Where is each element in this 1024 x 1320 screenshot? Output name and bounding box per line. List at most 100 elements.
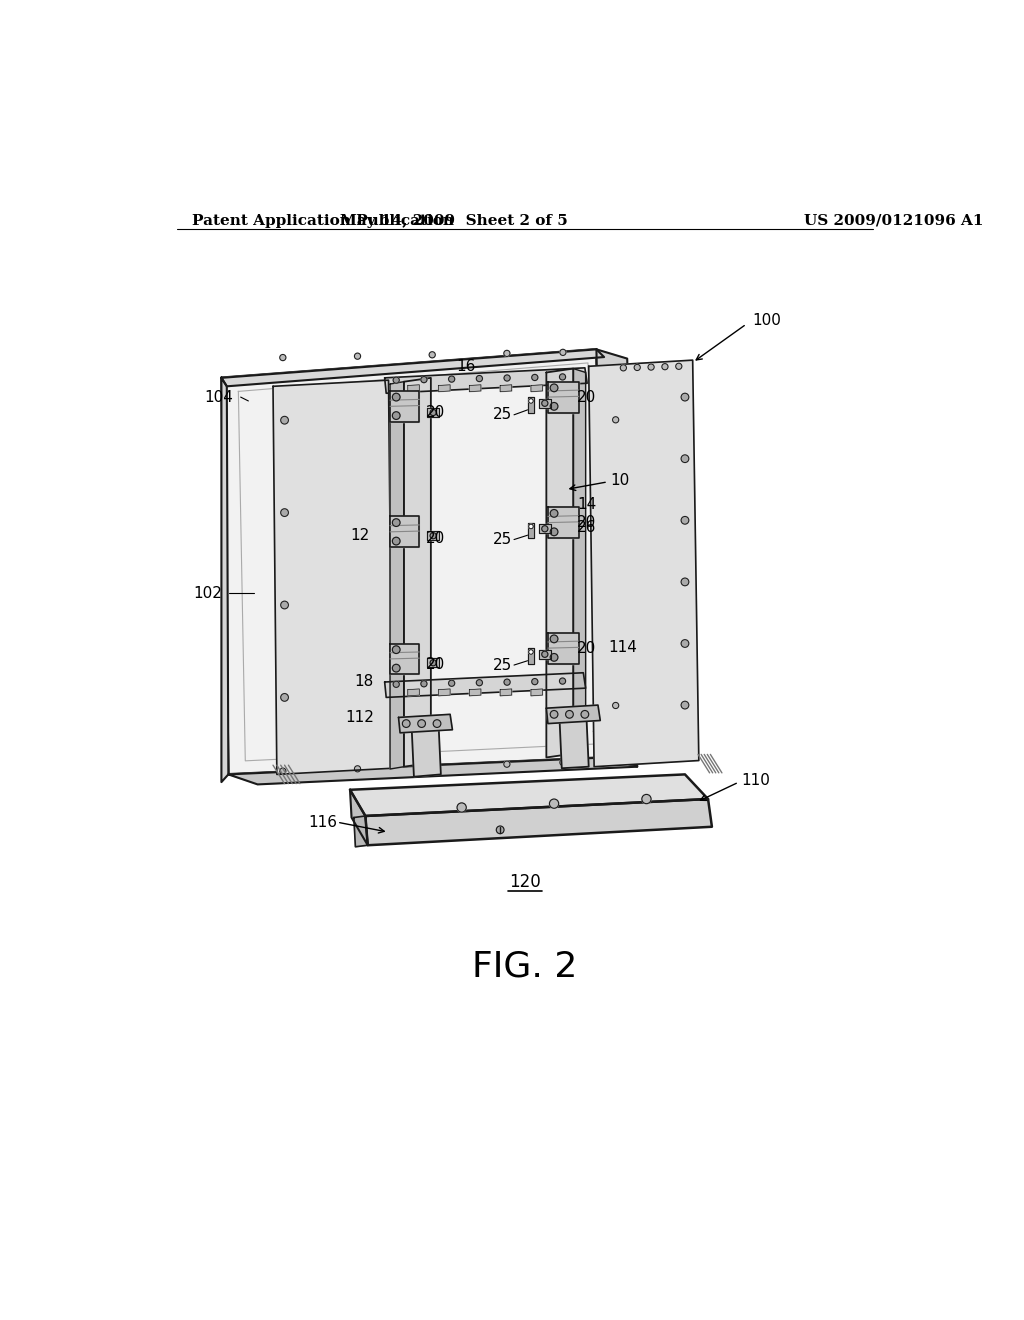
Text: May 14, 2009  Sheet 2 of 5: May 14, 2009 Sheet 2 of 5 <box>340 214 568 228</box>
Circle shape <box>476 680 482 686</box>
Polygon shape <box>469 689 481 696</box>
Text: 116: 116 <box>308 814 337 830</box>
Circle shape <box>281 601 289 609</box>
Text: 16: 16 <box>456 359 475 374</box>
Polygon shape <box>539 649 551 659</box>
Circle shape <box>402 719 410 727</box>
Circle shape <box>430 660 436 665</box>
Text: 20: 20 <box>578 640 596 656</box>
Circle shape <box>392 537 400 545</box>
Polygon shape <box>354 816 368 847</box>
Text: 110: 110 <box>741 774 770 788</box>
Text: 20: 20 <box>578 515 596 531</box>
Circle shape <box>504 375 510 381</box>
Circle shape <box>354 766 360 772</box>
Circle shape <box>560 759 566 766</box>
Circle shape <box>504 678 510 685</box>
Circle shape <box>433 719 441 727</box>
Polygon shape <box>221 378 228 781</box>
Circle shape <box>662 363 668 370</box>
Circle shape <box>392 645 400 653</box>
Polygon shape <box>500 689 512 696</box>
Circle shape <box>476 375 482 381</box>
Text: 20: 20 <box>425 531 444 545</box>
Polygon shape <box>559 715 589 768</box>
Polygon shape <box>547 368 573 758</box>
Polygon shape <box>350 775 708 816</box>
Circle shape <box>429 351 435 358</box>
Circle shape <box>281 693 289 701</box>
Text: 20: 20 <box>578 389 596 405</box>
Circle shape <box>430 409 436 416</box>
Polygon shape <box>427 531 439 540</box>
Circle shape <box>528 524 534 529</box>
Circle shape <box>392 664 400 672</box>
Circle shape <box>648 364 654 370</box>
Circle shape <box>528 649 534 655</box>
Circle shape <box>681 516 689 524</box>
Circle shape <box>280 768 286 775</box>
Circle shape <box>528 399 534 404</box>
Polygon shape <box>548 381 579 412</box>
Polygon shape <box>273 380 392 775</box>
Circle shape <box>621 364 627 371</box>
Circle shape <box>565 710 573 718</box>
Circle shape <box>392 519 400 527</box>
Circle shape <box>559 374 565 380</box>
Polygon shape <box>390 516 419 548</box>
Circle shape <box>392 393 400 401</box>
Circle shape <box>681 455 689 462</box>
Text: 102: 102 <box>194 586 222 601</box>
Circle shape <box>550 403 558 411</box>
Circle shape <box>581 710 589 718</box>
Circle shape <box>281 508 289 516</box>
Circle shape <box>550 710 558 718</box>
Polygon shape <box>589 360 698 767</box>
Circle shape <box>418 719 425 727</box>
Polygon shape <box>539 524 551 533</box>
Circle shape <box>550 653 558 661</box>
Polygon shape <box>385 368 587 393</box>
Circle shape <box>531 375 538 380</box>
Polygon shape <box>398 714 453 733</box>
Circle shape <box>542 525 548 532</box>
Polygon shape <box>408 385 419 392</box>
Text: 20: 20 <box>425 405 444 420</box>
Polygon shape <box>408 689 419 696</box>
Polygon shape <box>412 725 441 776</box>
Circle shape <box>681 640 689 647</box>
Polygon shape <box>573 368 586 758</box>
Polygon shape <box>531 385 543 392</box>
Polygon shape <box>528 397 535 412</box>
Polygon shape <box>548 507 579 539</box>
Text: 112: 112 <box>345 710 374 725</box>
Circle shape <box>559 678 565 684</box>
Polygon shape <box>427 659 439 668</box>
Text: 26: 26 <box>578 520 597 536</box>
Text: Patent Application Publication: Patent Application Publication <box>193 214 455 228</box>
Text: 114: 114 <box>608 640 637 655</box>
Circle shape <box>504 762 510 767</box>
Circle shape <box>612 702 618 709</box>
Circle shape <box>560 350 566 355</box>
Circle shape <box>681 393 689 401</box>
Polygon shape <box>438 385 451 392</box>
Polygon shape <box>548 632 579 664</box>
Circle shape <box>681 578 689 586</box>
Polygon shape <box>500 385 512 392</box>
Circle shape <box>457 803 466 812</box>
Text: US 2009/0121096 A1: US 2009/0121096 A1 <box>804 214 984 228</box>
Polygon shape <box>390 391 419 422</box>
Text: 10: 10 <box>610 473 630 488</box>
Circle shape <box>550 510 558 517</box>
Circle shape <box>393 378 399 383</box>
Text: 25: 25 <box>493 408 512 422</box>
Circle shape <box>676 363 682 370</box>
Circle shape <box>281 416 289 424</box>
Text: 104: 104 <box>205 389 233 405</box>
Text: 20: 20 <box>425 657 444 672</box>
Polygon shape <box>350 789 368 845</box>
Text: 12: 12 <box>350 528 370 544</box>
Circle shape <box>550 384 558 392</box>
Polygon shape <box>438 689 451 696</box>
